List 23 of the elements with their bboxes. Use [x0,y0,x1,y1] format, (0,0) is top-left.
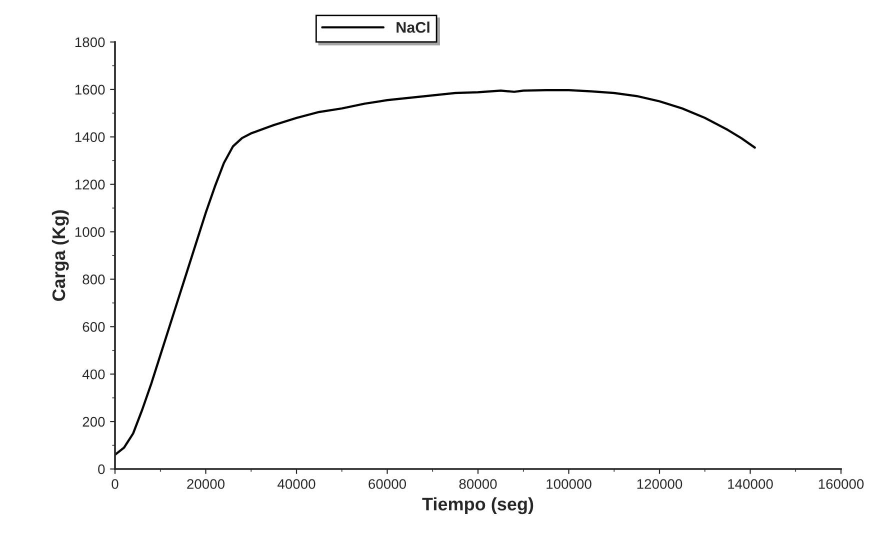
y-tick-label: 1000 [75,227,105,237]
x-tick-label: 140000 [728,479,773,489]
x-tick-label: 80000 [459,479,497,489]
y-tick-label: 800 [82,274,105,284]
y-tick-label: 400 [82,369,105,380]
y-tick-label: 1600 [75,84,105,95]
y-tick-label: 1400 [75,132,105,142]
y-tick-label: 1800 [75,37,105,48]
y-tick-label: 1200 [75,180,105,190]
legend-label: NaCl [396,22,430,33]
x-tick-label: 40000 [278,479,316,489]
x-tick-label: 60000 [368,479,406,489]
x-tick-label: 160000 [818,479,864,489]
x-tick-label: 20000 [187,479,225,489]
x-tick-label: 120000 [637,479,682,489]
x-axis-title: Tiempo (seg) [422,497,534,514]
x-tick-label: 0 [112,479,118,489]
y-tick-label: 0 [98,464,105,474]
y-tick-label: 600 [82,322,105,332]
line-series [115,89,756,456]
y-axis-title: Carga (Kg) [52,210,69,301]
x-tick-label: 100000 [546,479,592,489]
y-tick-label: 200 [82,416,105,427]
